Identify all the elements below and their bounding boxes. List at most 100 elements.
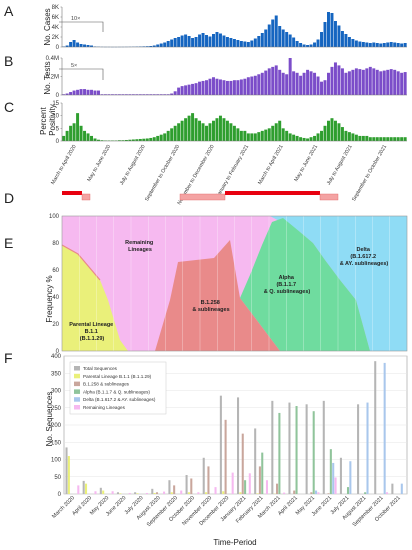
panel-f-bar [339, 457, 342, 494]
panel-f-bar [205, 492, 208, 494]
panel-f-ytick: 150 [51, 440, 62, 446]
legend-swatch [74, 389, 80, 394]
panel-a-bar [69, 42, 73, 47]
panel-b-bar [285, 74, 289, 95]
panel-b-bar [267, 68, 271, 95]
panel-f-yticks: 0 50 100 150 200 250 300 350 400 [51, 354, 62, 498]
panel-d-segments [62, 191, 339, 201]
panel-a-bar [201, 33, 205, 47]
panel-f-bar [312, 411, 315, 494]
panel-b-bar [278, 69, 282, 95]
panel-a-bar [239, 41, 243, 47]
panel-b-bar [159, 94, 163, 95]
panel-c-bar [365, 135, 369, 141]
panel-c-bar [170, 128, 174, 141]
panel-c-bar [145, 138, 149, 141]
panel-c-bar [229, 123, 233, 141]
panel-b-bar [205, 80, 209, 95]
panel-c-bar [309, 137, 313, 141]
legend-entry: Alpha (B.1.1.7 & Q. sublineages) [83, 389, 150, 394]
panel-b-bar [194, 83, 198, 95]
panel-a-bar [83, 44, 87, 47]
panel-f-bar [102, 490, 105, 494]
panel-b-bar [347, 71, 351, 95]
panel-letter-b: B [4, 53, 13, 69]
panel-b-bar [62, 94, 66, 95]
panel-e-ytick: 40 [52, 295, 59, 301]
panel-c-bar [159, 134, 163, 141]
panel-f-bar [111, 491, 114, 494]
panel-a-bar [271, 19, 275, 47]
panel-f-bar [265, 480, 268, 494]
panel-b-bar [97, 90, 100, 95]
panel-a-bar [344, 34, 348, 47]
panel-f-xtick: March 2020 [51, 495, 76, 520]
panel-f-bar [224, 419, 227, 494]
panel-b-bar [138, 94, 142, 95]
panel-c-bar [180, 120, 184, 141]
panel-c-bar [278, 120, 282, 141]
panel-b-bar [250, 76, 254, 95]
panel-a-bar [358, 41, 362, 47]
panel-b-bar [124, 94, 128, 95]
panel-f-bar [276, 483, 279, 494]
panel-f-bar [261, 452, 264, 494]
panel-b-bar [382, 70, 386, 95]
panel-f-bar [119, 493, 122, 494]
panel-f-bar [256, 493, 259, 494]
panel-f-bar [374, 361, 377, 494]
panel-f-bar [315, 490, 318, 494]
panel-c-bar [65, 130, 69, 141]
panel-c-bar [379, 137, 383, 141]
panel-a-bar [152, 45, 156, 47]
panel-b-bar [257, 74, 261, 95]
panel-a-bar [246, 42, 250, 47]
panel-f-bar [170, 492, 173, 494]
panel-b-bar [246, 77, 250, 95]
panel-b-bar [170, 93, 174, 95]
panel-e-ylabel: Frequency % [45, 275, 54, 322]
panel-c-bar [246, 133, 250, 141]
panel-b-bar [103, 94, 107, 95]
panel-f-bar [317, 492, 320, 494]
panel-a-yticks: 0 2K 4K 6K 8K [52, 5, 62, 51]
panel-f-bar [77, 485, 80, 495]
panel-b-bar [173, 91, 177, 95]
parental-area [62, 245, 128, 351]
panel-f-bar [85, 483, 88, 494]
panel-a-bar [351, 39, 355, 47]
panel-e-ytick: 80 [52, 241, 59, 247]
panel-c-bar [358, 135, 362, 141]
panel-c-bar [69, 125, 73, 141]
panel-b-bar [166, 94, 170, 95]
legend-entry: Delta (B.1.617.2 & AY. sublineages) [83, 397, 156, 402]
panel-a-bar [166, 41, 170, 47]
panel-f-bar [202, 457, 205, 494]
panel-c-bar [184, 118, 188, 141]
panel-a-bar [379, 43, 383, 47]
legend-entry: Parental Lineage B.1.1 (B.1.1.29) [83, 374, 152, 379]
panel-b-ytick: 0.2M [46, 75, 59, 81]
panel-b-bar [93, 90, 97, 95]
panel-f-bar [153, 492, 156, 494]
panel-a-bar [163, 42, 167, 47]
panel-c-bar [306, 138, 310, 141]
panel-c-bar [393, 137, 397, 141]
panel-b-ytick: 0 [56, 93, 60, 99]
panel-b-bar [184, 85, 188, 95]
panel-f: No. Sequences 0 50 100 150 200 250 300 350 400 M… [45, 354, 408, 547]
panel-a-bar [205, 35, 209, 47]
panel-a-bar [250, 40, 254, 47]
panel-b-bar [379, 71, 383, 95]
panel-d-segment [179, 193, 226, 201]
panel-f-bar [155, 492, 159, 494]
panel-b-bar [330, 66, 334, 95]
panel-b-bar [340, 68, 344, 95]
panel-b-bar [253, 75, 257, 95]
panel-b-bar [393, 69, 397, 95]
legend-swatch [74, 405, 80, 410]
panel-c-bar [90, 135, 94, 141]
panel-b-bar [198, 81, 202, 95]
panel-a-bar [260, 33, 264, 47]
panel-b-ytick: 0.4M [46, 56, 59, 62]
